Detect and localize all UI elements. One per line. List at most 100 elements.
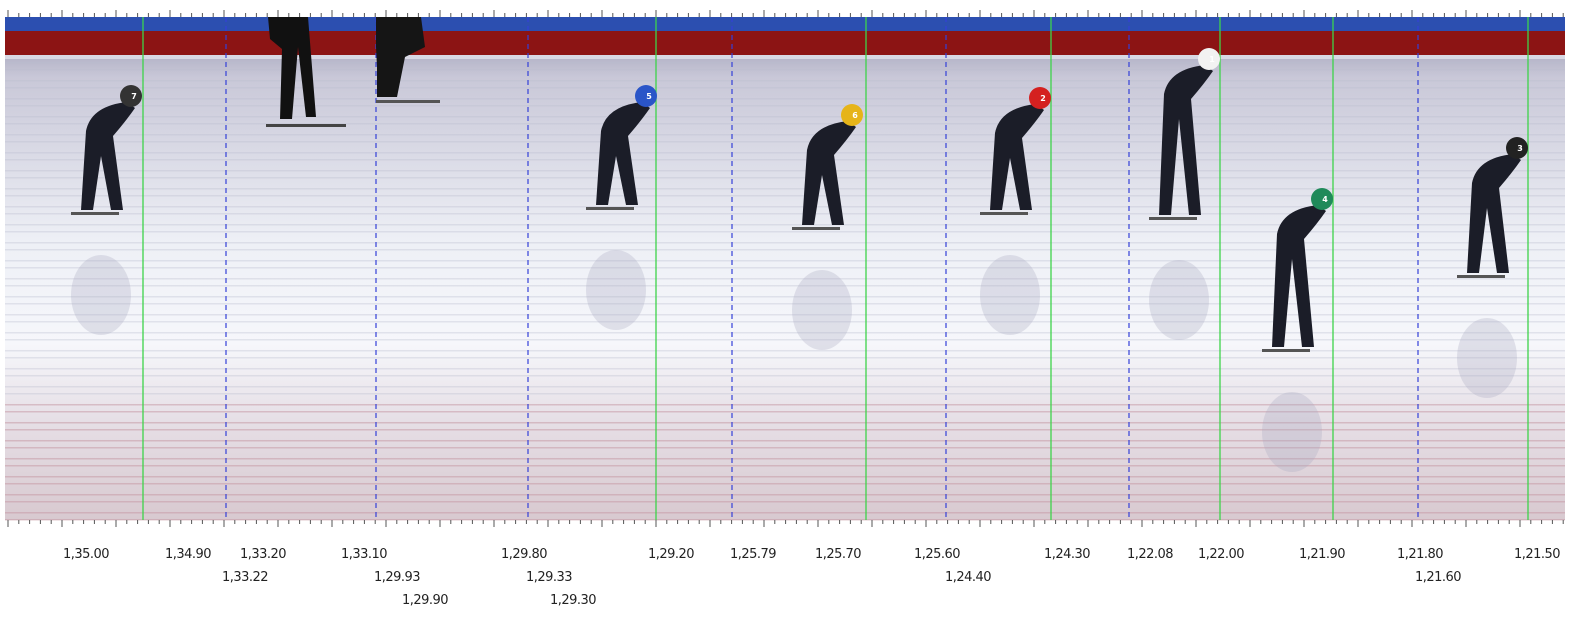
- helmet: [1506, 137, 1528, 159]
- time-label: 1,29.90: [402, 593, 448, 608]
- time-label: 1,24.30: [1044, 547, 1090, 562]
- edge: [5, 55, 1565, 59]
- stripe: [5, 476, 1565, 478]
- stripe: [5, 332, 1565, 334]
- skater-body: [1272, 205, 1326, 347]
- blue-band: [5, 17, 1565, 31]
- stripe: [5, 429, 1565, 431]
- stripe: [5, 303, 1565, 305]
- blade: [1457, 275, 1505, 278]
- stripe: [5, 141, 1565, 143]
- figure: [268, 17, 316, 119]
- stripe: [5, 224, 1565, 226]
- time-label: 1,22.08: [1127, 547, 1173, 562]
- time-lines: [142, 17, 1529, 520]
- skater-body: [1159, 65, 1213, 215]
- stripe: [5, 285, 1565, 287]
- stripe: [5, 404, 1565, 406]
- stripe: [5, 188, 1565, 190]
- stripe: [5, 375, 1565, 377]
- time-label: 1,29.30: [550, 593, 596, 608]
- stripe: [5, 357, 1565, 359]
- time-label: 1,25.70: [815, 547, 861, 562]
- time-label: 1,22.00: [1198, 547, 1244, 562]
- skater-body: [1467, 154, 1521, 273]
- stripe: [5, 260, 1565, 262]
- blade: [980, 212, 1028, 215]
- time-label: 1,34.90: [165, 547, 211, 562]
- time-label: 1,25.60: [914, 547, 960, 562]
- time-label: 1,24.40: [945, 570, 991, 585]
- time-label: 1,21.60: [1415, 570, 1461, 585]
- time-label: 1,29.33: [526, 570, 572, 585]
- stripe: [5, 350, 1565, 352]
- blade: [586, 207, 634, 210]
- stripe: [5, 422, 1565, 424]
- blade: [792, 227, 840, 230]
- helmet: [120, 85, 142, 107]
- time-label: 1,33.22: [222, 570, 268, 585]
- blade: [1262, 349, 1310, 352]
- stripe: [5, 440, 1565, 442]
- stripe: [5, 314, 1565, 316]
- bib: 2: [1040, 94, 1046, 103]
- stripe: [5, 98, 1565, 100]
- reflection: [792, 270, 852, 350]
- stripe: [5, 206, 1565, 208]
- bib: 5: [646, 92, 652, 101]
- ticks: [7, 10, 1564, 527]
- time-label: 1,25.79: [730, 547, 776, 562]
- time-label: 1,29.80: [501, 547, 547, 562]
- stripe: [5, 278, 1565, 280]
- stripe: [5, 177, 1565, 179]
- time-label: 1,21.90: [1299, 547, 1345, 562]
- time-label: 1,33.20: [240, 547, 286, 562]
- bib: 4: [1322, 195, 1328, 204]
- skaters: 7 5 6 2 1 4 3: [71, 17, 1528, 472]
- blade: [1149, 217, 1197, 220]
- time-label: 1,35.00: [63, 547, 109, 562]
- time-label: 1,29.20: [648, 547, 694, 562]
- figure: [376, 17, 425, 97]
- reflection: [586, 250, 646, 330]
- stripe: [5, 87, 1565, 89]
- stripe: [5, 483, 1565, 485]
- stripe: [5, 170, 1565, 172]
- stripe: [5, 411, 1565, 413]
- time-label: 1,33.10: [341, 547, 387, 562]
- stripe: [5, 80, 1565, 82]
- stripe: [5, 249, 1565, 251]
- skater-body: [81, 102, 135, 210]
- stripe: [5, 296, 1565, 298]
- bib: 1: [1209, 55, 1215, 64]
- skater-body: [802, 121, 856, 225]
- helmet: [1198, 48, 1220, 70]
- red-band: [5, 31, 1565, 55]
- stripe: [5, 69, 1565, 71]
- stripe: [5, 512, 1565, 514]
- skater-body: [990, 104, 1044, 210]
- stripe: [5, 447, 1565, 449]
- time-label: 1,21.80: [1397, 547, 1443, 562]
- stripe: [5, 339, 1565, 341]
- time-label: 1,29.93: [374, 570, 420, 585]
- stripe: [5, 123, 1565, 125]
- stripe: [5, 386, 1565, 388]
- helmet: [1029, 87, 1051, 109]
- stripes: [5, 62, 1565, 521]
- helmet: [841, 104, 863, 126]
- stripe: [5, 368, 1565, 370]
- reflection: [980, 255, 1040, 335]
- stripe: [5, 213, 1565, 215]
- bib: 3: [1517, 144, 1523, 153]
- stripe: [5, 321, 1565, 323]
- labels: 1,35.00 1,34.90 1,33.20 1,33.22 1,33.10 1,29.…: [63, 547, 1561, 608]
- stripe: [5, 267, 1565, 269]
- stripe: [5, 105, 1565, 107]
- stripe: [5, 231, 1565, 233]
- stripe: [5, 195, 1565, 197]
- stripe: [5, 62, 1565, 64]
- stripe: [5, 501, 1565, 503]
